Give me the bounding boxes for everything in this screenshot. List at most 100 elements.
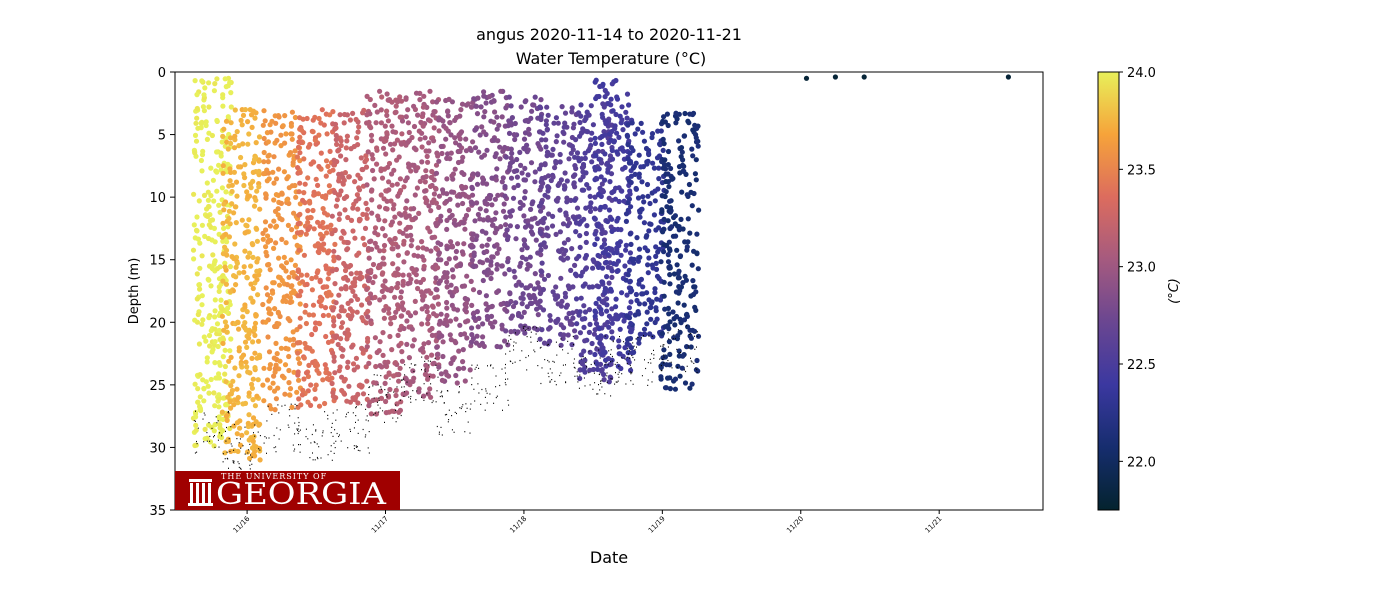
data-point <box>470 171 476 177</box>
data-point <box>393 284 400 290</box>
data-point <box>331 323 337 329</box>
bottom-point <box>539 326 541 328</box>
data-point <box>604 274 610 280</box>
data-point <box>207 439 214 445</box>
data-point <box>681 302 687 308</box>
bottom-point <box>221 435 223 437</box>
data-point <box>665 218 671 224</box>
data-point <box>289 227 295 233</box>
data-point <box>369 210 375 216</box>
data-point <box>495 192 501 198</box>
data-point <box>637 254 643 260</box>
data-point <box>311 226 317 232</box>
bottom-point <box>250 454 251 456</box>
data-point <box>249 355 255 361</box>
data-point <box>674 247 680 253</box>
data-point <box>532 179 538 185</box>
data-point <box>196 341 202 347</box>
data-point <box>592 313 598 319</box>
data-point <box>525 218 531 224</box>
data-point <box>604 302 610 308</box>
data-point <box>665 171 671 177</box>
data-point <box>249 385 255 391</box>
data-point <box>555 120 561 126</box>
data-point <box>609 147 615 154</box>
data-point <box>519 301 525 307</box>
data-point <box>616 351 622 357</box>
bottom-point <box>605 362 607 364</box>
data-point <box>193 227 200 233</box>
data-point <box>599 345 605 351</box>
bottom-point <box>253 432 254 434</box>
data-point <box>355 129 361 135</box>
data-point <box>497 156 503 162</box>
bottom-point <box>530 331 532 333</box>
data-point <box>574 321 580 327</box>
data-point <box>319 236 325 242</box>
data-point <box>389 99 395 105</box>
bottom-point <box>222 461 224 463</box>
bottom-point <box>670 361 672 363</box>
bottom-point <box>193 420 195 422</box>
data-point <box>384 130 390 136</box>
data-point <box>297 180 303 186</box>
bottom-point <box>595 346 597 348</box>
data-point <box>469 332 475 338</box>
bottom-point <box>474 400 476 402</box>
data-point <box>577 119 583 126</box>
data-point <box>596 284 602 290</box>
data-point <box>439 377 445 383</box>
data-point <box>602 290 608 296</box>
data-point <box>310 312 316 318</box>
data-point <box>196 282 203 288</box>
data-point <box>470 231 476 237</box>
colorbar-tick-label: 24.0 <box>1127 66 1156 81</box>
data-point <box>330 350 336 356</box>
data-point <box>486 236 492 242</box>
data-point <box>227 289 233 295</box>
data-point <box>206 332 213 339</box>
data-point <box>302 309 308 315</box>
data-point <box>629 288 635 294</box>
data-point <box>597 340 603 346</box>
data-point <box>212 81 218 87</box>
data-point <box>520 296 526 302</box>
data-point <box>431 125 437 131</box>
data-point <box>364 206 371 212</box>
data-point <box>642 245 648 251</box>
data-point <box>218 297 224 303</box>
bottom-point <box>353 445 355 447</box>
bottom-point <box>525 356 527 359</box>
data-point <box>474 333 480 339</box>
data-point <box>345 327 351 333</box>
bottom-point <box>195 410 196 412</box>
bottom-point <box>312 452 313 454</box>
data-point <box>364 286 370 292</box>
bottom-point <box>403 395 405 397</box>
bottom-point <box>386 394 388 396</box>
data-point <box>555 294 561 300</box>
bottom-point <box>296 404 298 407</box>
bottom-point <box>672 338 674 340</box>
data-point <box>453 316 459 322</box>
bottom-point <box>437 376 439 378</box>
data-point <box>360 110 366 116</box>
data-point <box>459 170 465 176</box>
data-point <box>644 233 650 239</box>
data-point <box>618 252 624 258</box>
bottom-point <box>588 372 590 374</box>
bottom-point <box>336 409 338 411</box>
bottom-point <box>368 452 370 454</box>
data-point <box>610 108 616 114</box>
data-point <box>692 328 698 334</box>
data-point <box>535 250 541 256</box>
data-point <box>192 317 198 323</box>
bottom-point <box>431 401 433 404</box>
data-point <box>561 332 567 338</box>
data-point <box>376 204 383 210</box>
data-point <box>250 421 256 427</box>
data-point <box>419 239 425 245</box>
data-point <box>421 263 427 269</box>
data-point <box>212 239 218 245</box>
data-point <box>452 135 458 141</box>
